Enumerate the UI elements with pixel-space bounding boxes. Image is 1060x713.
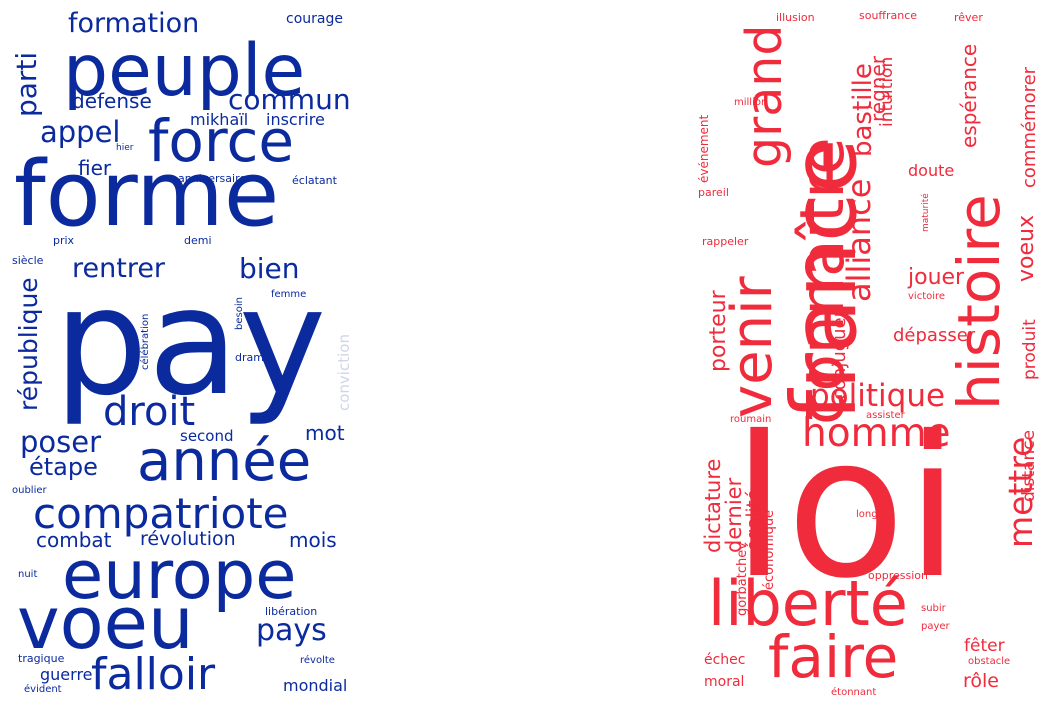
word-cloud-left: peuple forme pay force europe voeu année…: [0, 0, 362, 713]
word: produit: [1020, 319, 1040, 380]
word: intuition: [877, 56, 897, 127]
word: forme: [14, 142, 280, 247]
word: moral: [704, 674, 745, 690]
word: pareil: [698, 186, 729, 199]
word: dictature: [701, 458, 725, 553]
word: venir: [720, 276, 785, 418]
word: formation: [68, 8, 200, 39]
word: guerre: [40, 665, 93, 684]
word: révolte: [300, 655, 335, 666]
word: éclatant: [292, 174, 337, 187]
word: victoire: [908, 291, 946, 302]
word: voeux: [1014, 215, 1039, 282]
word: second: [180, 427, 234, 445]
word: obstacle: [968, 656, 1011, 667]
word: pay: [54, 256, 327, 428]
word: courage: [286, 11, 343, 27]
word: payer: [921, 621, 950, 632]
word: année: [137, 429, 312, 494]
word: histoire: [945, 194, 1013, 410]
word: échec: [704, 652, 746, 668]
word: force: [148, 107, 295, 175]
word: femme: [271, 289, 307, 300]
word: doute: [908, 161, 955, 180]
word: long: [856, 509, 878, 520]
word: économique: [762, 509, 777, 590]
word: étonnant: [831, 687, 877, 698]
word: politique: [810, 378, 946, 414]
word: conjuguer: [829, 309, 850, 400]
word: oublier: [12, 485, 47, 496]
word: drame: [235, 351, 271, 364]
word: conviction: [335, 334, 353, 411]
word: roumain: [730, 414, 772, 425]
word: peuple: [63, 29, 306, 112]
word: mot: [305, 421, 345, 445]
word: oppression: [868, 569, 928, 582]
word: appel: [40, 115, 121, 149]
word: faire: [768, 623, 899, 691]
word: compatriote: [33, 489, 289, 538]
word: rentrer: [72, 253, 166, 284]
word: parti: [10, 51, 43, 117]
word: homme: [802, 411, 951, 456]
word: commun: [228, 83, 351, 116]
word: république: [14, 277, 43, 411]
word: étape: [29, 453, 98, 481]
word: rôle: [963, 670, 999, 692]
word: liberté: [708, 567, 908, 640]
word: libération: [265, 605, 318, 618]
word: illusion: [776, 11, 815, 24]
word-cloud-right: loi france connaître histoire venir gran…: [698, 0, 1060, 713]
word: événement: [698, 114, 711, 183]
word: besoin: [234, 297, 245, 330]
word: siècle: [12, 254, 44, 267]
word: mikhaïl: [190, 110, 249, 129]
word: poser: [20, 425, 102, 459]
word: loi: [732, 394, 960, 621]
word: nuit: [18, 569, 38, 580]
word: fier: [78, 156, 112, 180]
word: rêver: [954, 11, 983, 24]
word: pays: [256, 613, 327, 648]
word: europe: [62, 536, 297, 614]
word: évident: [24, 684, 62, 695]
word: anniversaire: [178, 172, 247, 185]
word: dépasser: [893, 325, 976, 346]
word: assister: [866, 410, 905, 421]
word: million: [734, 97, 768, 108]
word: subir: [921, 603, 946, 614]
word: fêter: [964, 636, 1005, 656]
word: espérance: [957, 43, 981, 148]
word: rappeler: [702, 235, 749, 248]
word: souffrance: [859, 9, 918, 22]
word: célébration: [140, 313, 151, 370]
word: droit: [103, 389, 196, 435]
word: distance: [1019, 429, 1039, 502]
word: inscrire: [266, 110, 325, 129]
word: tragique: [18, 652, 65, 665]
word: falloir: [91, 649, 216, 700]
word: jouer: [908, 265, 965, 290]
word: mois: [289, 528, 337, 552]
word: mondial: [283, 676, 348, 695]
word: demi: [184, 234, 212, 247]
word: bien: [239, 252, 300, 285]
word: commémorer: [1019, 66, 1040, 188]
word: gorbatchev: [735, 542, 750, 616]
word: hier: [116, 143, 134, 153]
word: défense: [72, 89, 152, 113]
word: porteur: [706, 290, 731, 372]
word: maturité: [921, 193, 931, 232]
word: alliance: [840, 178, 878, 302]
word: combat: [36, 528, 112, 552]
word: révolution: [140, 528, 236, 550]
word: voeu: [17, 581, 194, 665]
word: prix: [53, 234, 75, 247]
